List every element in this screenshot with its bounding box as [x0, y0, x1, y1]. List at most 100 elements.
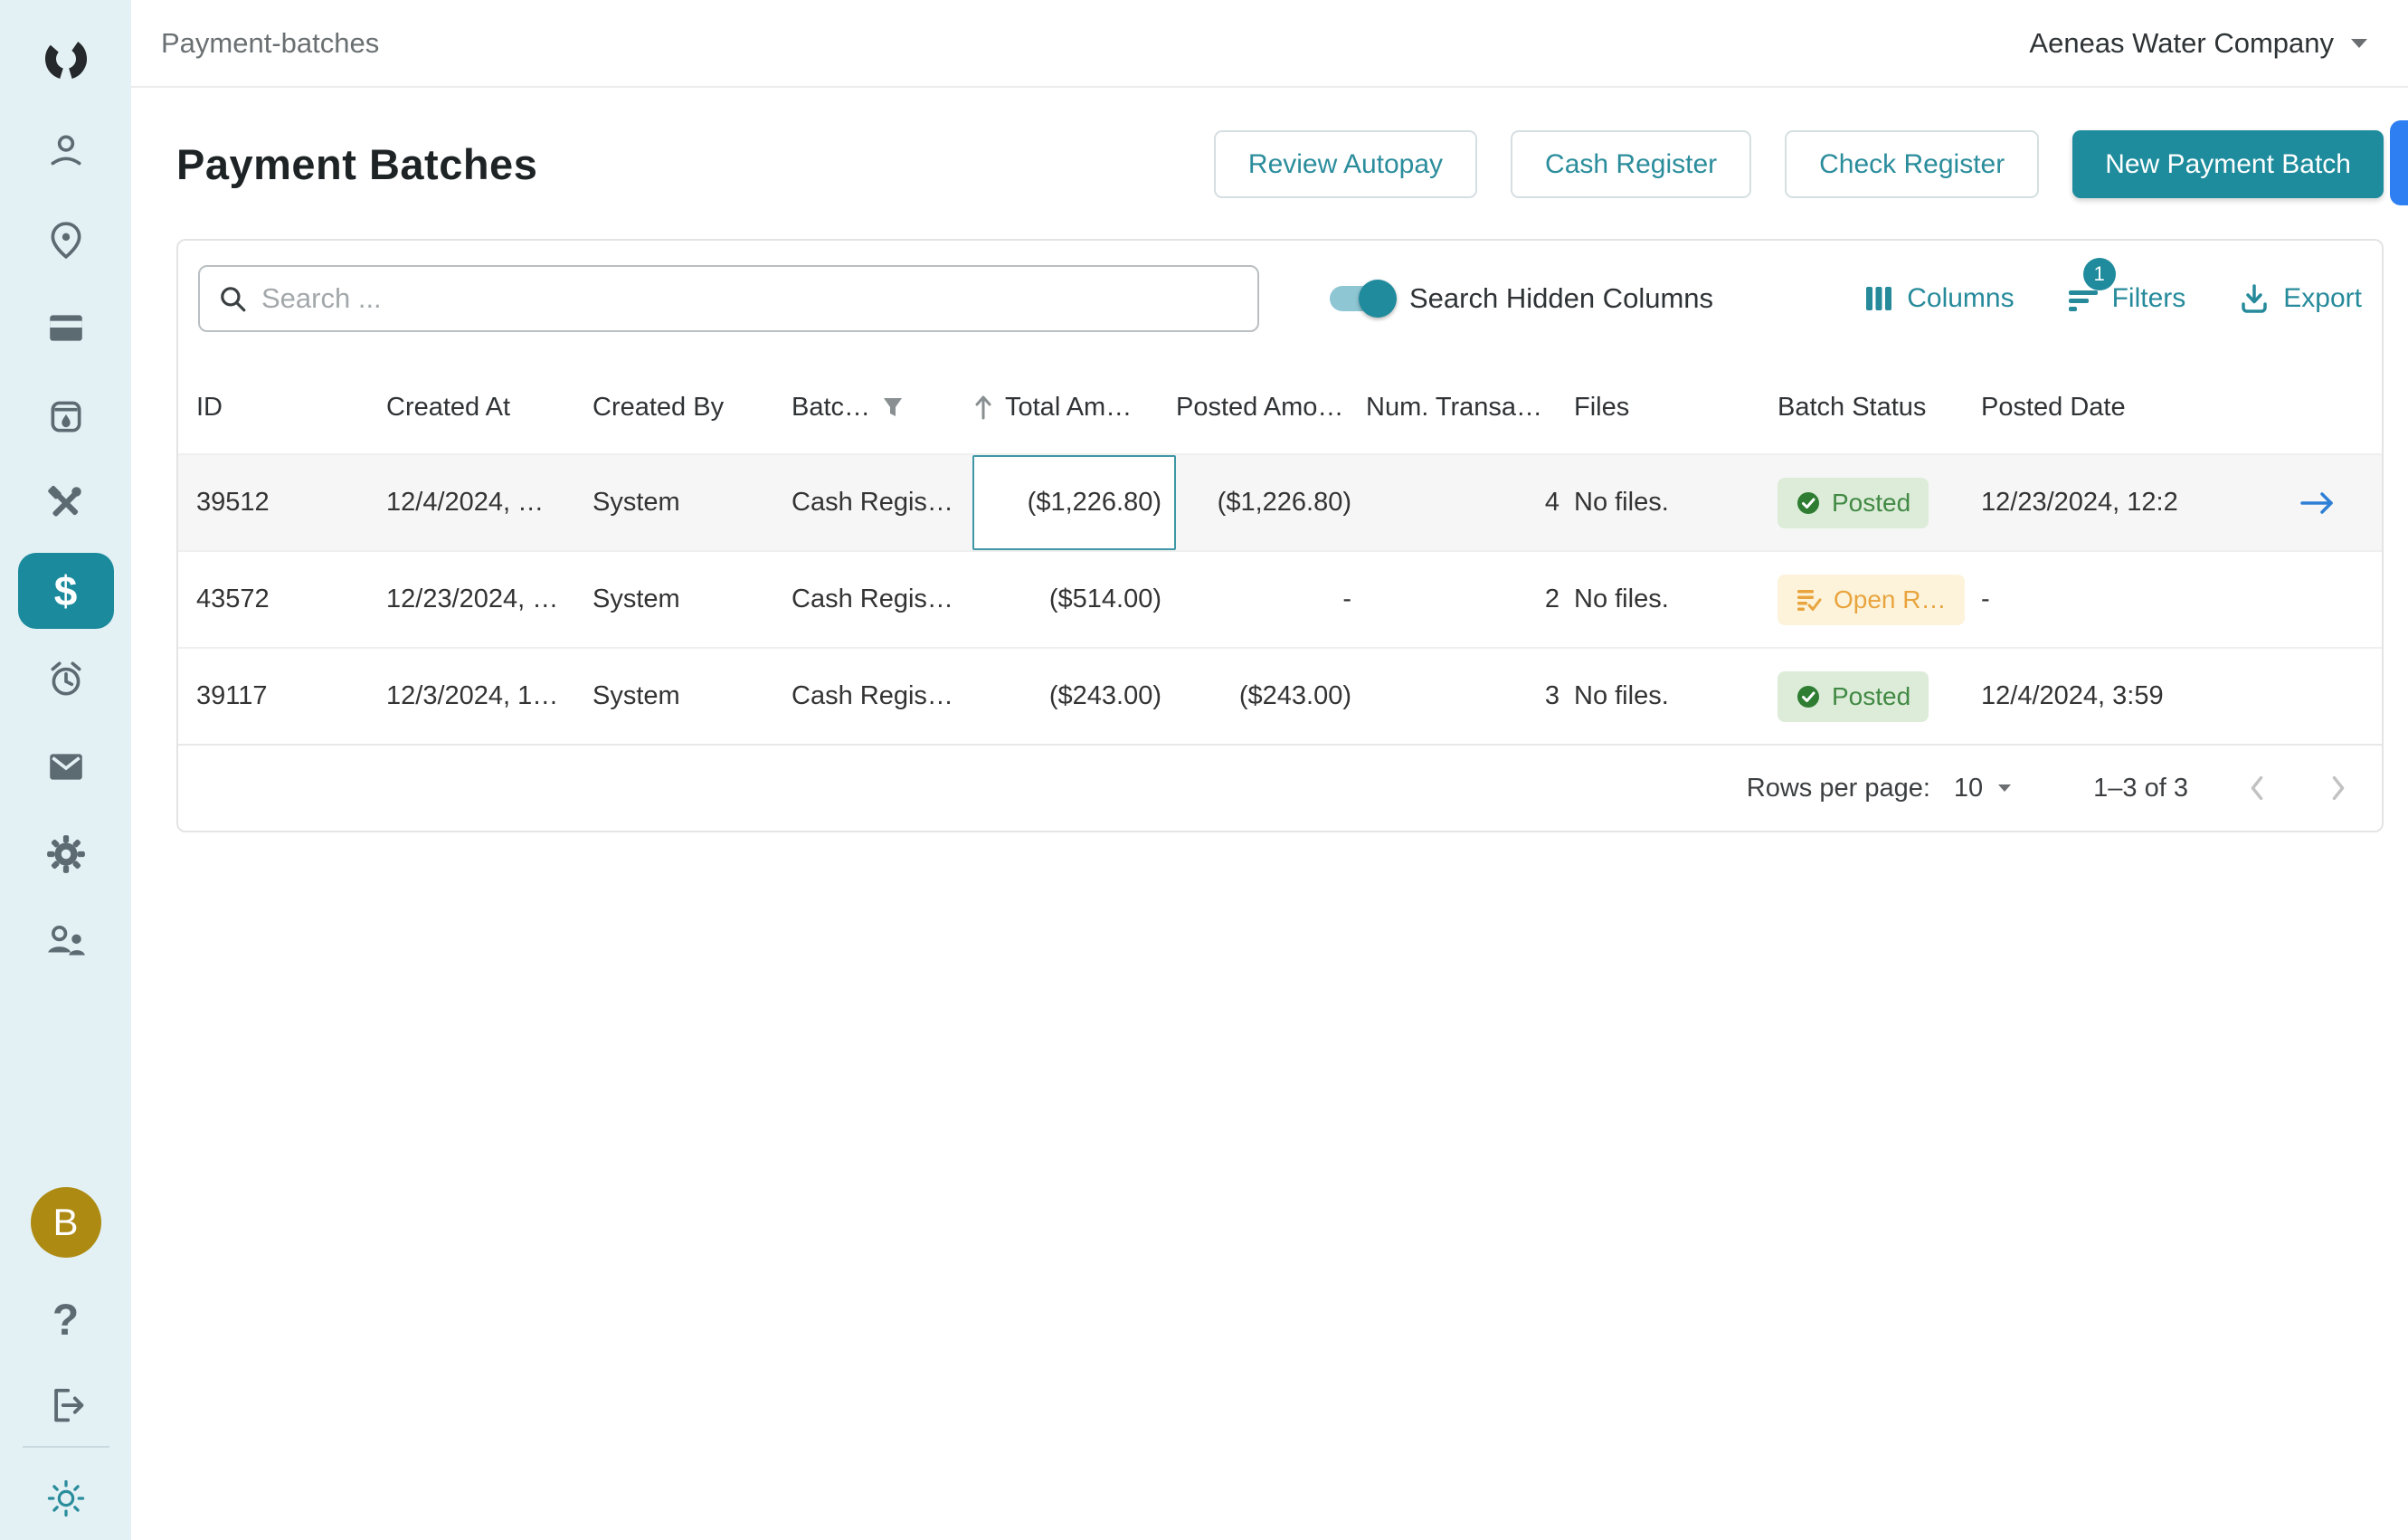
sidebar-item-messaging[interactable] [39, 739, 93, 794]
header-total-amount[interactable]: Total Am… [972, 361, 1176, 453]
help-button[interactable]: ? [52, 1296, 79, 1345]
arrow-right-icon[interactable] [2299, 490, 2337, 517]
logout-icon [53, 1388, 83, 1422]
rows-per-page-select[interactable]: 10 [1954, 774, 2012, 803]
edge-floating-button[interactable] [2390, 120, 2408, 205]
filter-funnel-icon[interactable] [881, 395, 905, 419]
cell-id: 43572 [196, 585, 270, 613]
export-button[interactable]: Export [2238, 282, 2362, 315]
cell-num-transactions: 2 [1544, 585, 1560, 613]
company-selector[interactable]: Aeneas Water Company [2029, 27, 2368, 60]
avatar[interactable]: B [30, 1187, 101, 1258]
status-badge: Posted [1778, 670, 1929, 722]
header-batch-type[interactable]: Batc… [792, 361, 972, 453]
columns-icon [1866, 287, 1892, 310]
review-autopay-button[interactable]: Review Autopay [1213, 130, 1478, 198]
status-badge: Posted [1778, 477, 1929, 528]
credit-card-icon [49, 314, 82, 341]
cell-created-at: 12/4/2024, … [386, 488, 545, 517]
cell-created-by: System [593, 488, 680, 517]
sidebar: $ [0, 0, 131, 1540]
page-actions: Review Autopay Cash Register Check Regis… [1213, 130, 2384, 198]
logout-button[interactable] [44, 1383, 88, 1431]
sidebar-item-billing[interactable] [39, 300, 93, 355]
columns-button[interactable]: Columns [1863, 283, 2015, 314]
cell-created-at: 12/23/2024, … [386, 585, 559, 613]
mail-icon [49, 753, 82, 780]
cell-files: No files. [1574, 585, 1669, 613]
company-name: Aeneas Water Company [2029, 26, 2334, 59]
logo-icon [44, 38, 87, 80]
cell-batch-status: Posted [1778, 455, 1981, 550]
sidebar-item-settings[interactable] [39, 827, 93, 881]
check-circle-icon [1797, 491, 1819, 514]
filters-button[interactable]: 1 Filters [2067, 258, 2185, 314]
cell-posted-amount: ($1,226.80) [1217, 488, 1351, 517]
alarm-clock-icon [51, 661, 81, 696]
check-register-button[interactable]: Check Register [1785, 130, 2040, 198]
cell-row-action [2198, 552, 2364, 647]
header-posted-date[interactable]: Posted Date [1981, 392, 2126, 422]
breadcrumb: Payment-batches [161, 26, 380, 59]
cash-register-button[interactable]: Cash Register [1511, 130, 1752, 198]
table-row[interactable]: 39117 12/3/2024, 1… System Cash Regis… (… [178, 647, 2382, 744]
cell-id: 39117 [196, 681, 268, 710]
page-title: Payment Batches [176, 140, 538, 188]
new-payment-batch-button[interactable]: New Payment Batch [2072, 130, 2384, 198]
header-id[interactable]: ID [196, 392, 223, 422]
dollar-icon: $ [53, 566, 78, 614]
chevron-down-icon [2351, 38, 2367, 48]
map-pin-icon [51, 221, 81, 259]
cell-files: No files. [1574, 488, 1669, 517]
filter-list-icon [2068, 290, 2098, 311]
search-input[interactable] [261, 282, 1239, 315]
cell-batch-type: Cash Regis… [792, 585, 953, 613]
search-box [198, 265, 1259, 332]
sidebar-item-work-orders[interactable] [39, 476, 93, 530]
table-header-row: ID Created At Created By Batc… Total Am…… [178, 361, 2382, 453]
cell-row-action [2198, 455, 2364, 550]
status-badge: Open R… [1778, 574, 1965, 625]
meter-icon [51, 401, 81, 433]
cell-total-amount-focused[interactable]: ($1,226.80) [972, 455, 1176, 550]
toggle-switch[interactable] [1330, 280, 1397, 318]
theme-toggle-button[interactable] [44, 1477, 88, 1525]
sun-icon [47, 1479, 84, 1517]
header-num-transactions[interactable]: Num. Transa… [1366, 392, 1542, 422]
header-posted-amount[interactable]: Posted Amo… [1176, 392, 1344, 422]
app-logo[interactable] [42, 34, 90, 83]
sidebar-item-customers[interactable] [39, 125, 93, 179]
cell-batch-type: Cash Regis… [792, 681, 953, 710]
cell-created-by: System [593, 681, 680, 710]
table-controls: Search Hidden Columns Columns 1 Filters [178, 241, 2382, 361]
cell-batch-type: Cash Regis… [792, 488, 953, 517]
columns-label: Columns [1907, 283, 2015, 313]
people-icon [47, 925, 85, 955]
chevron-left-icon [2251, 775, 2263, 801]
header-files[interactable]: Files [1574, 392, 1630, 422]
download-icon [2242, 284, 2268, 313]
header-created-by[interactable]: Created By [593, 392, 725, 422]
chevron-right-icon [2332, 775, 2345, 801]
payment-batches-card: Search Hidden Columns Columns 1 Filters [176, 239, 2384, 832]
previous-page-button[interactable] [2244, 774, 2270, 803]
next-page-button[interactable] [2326, 774, 2351, 803]
sidebar-item-payments[interactable]: $ [17, 552, 114, 629]
sidebar-item-users[interactable] [39, 915, 93, 969]
sidebar-item-schedules[interactable] [39, 651, 93, 706]
table-row[interactable]: 39512 12/4/2024, … System Cash Regis… ($… [178, 453, 2382, 550]
table-row[interactable]: 43572 12/23/2024, … System Cash Regis… (… [178, 550, 2382, 647]
cell-num-transactions: 4 [1544, 488, 1560, 517]
search-hidden-columns-toggle[interactable]: Search Hidden Columns [1330, 280, 1714, 318]
pagination-range: 1–3 of 3 [2093, 773, 2188, 803]
sidebar-item-locations[interactable] [39, 213, 93, 267]
table-pagination: Rows per page: 10 1–3 of 3 [178, 744, 2382, 831]
header-batch-status[interactable]: Batch Status [1778, 392, 1927, 422]
open-list-icon [1797, 589, 1822, 611]
toggle-label: Search Hidden Columns [1409, 282, 1714, 314]
gear-icon [46, 834, 85, 873]
sort-asc-icon [975, 395, 991, 420]
cell-batch-status: Posted [1778, 649, 1981, 744]
header-created-at[interactable]: Created At [386, 392, 511, 422]
sidebar-item-metering[interactable] [39, 388, 93, 442]
